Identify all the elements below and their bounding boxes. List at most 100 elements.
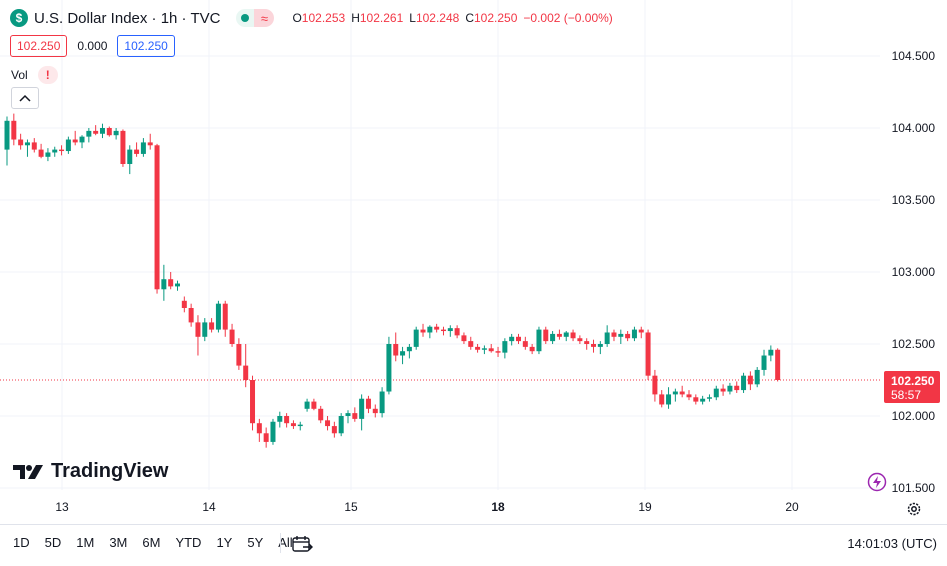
utc-clock[interactable]: 14:01:03 (UTC) bbox=[847, 536, 937, 551]
collapse-legend-button[interactable] bbox=[11, 87, 39, 109]
price-axis-label: 102.500 bbox=[891, 337, 935, 351]
candle bbox=[386, 336, 392, 395]
candle bbox=[638, 326, 644, 339]
candle bbox=[611, 329, 617, 342]
warning-icon[interactable]: ! bbox=[37, 66, 58, 84]
candle bbox=[147, 133, 153, 150]
candle-body bbox=[611, 332, 617, 337]
ohlc-close-label: C bbox=[465, 11, 474, 25]
candle bbox=[556, 329, 562, 340]
candle bbox=[236, 338, 242, 370]
time-axis-label: 19 bbox=[638, 500, 652, 514]
ohlc-change: −0.002 (−0.00%) bbox=[523, 11, 613, 25]
candle bbox=[79, 135, 85, 149]
range-1y-button[interactable]: 1Y bbox=[216, 535, 233, 550]
candle-body bbox=[4, 120, 10, 150]
candle-body bbox=[706, 397, 712, 399]
gear-icon[interactable] bbox=[906, 501, 922, 517]
candle-body bbox=[761, 355, 767, 370]
candle bbox=[86, 128, 92, 143]
candle bbox=[454, 325, 460, 339]
candle bbox=[168, 272, 174, 290]
candle-body bbox=[502, 341, 508, 353]
candle-body bbox=[120, 130, 126, 164]
candle-body bbox=[113, 130, 119, 136]
candle-body bbox=[522, 341, 528, 347]
candle-body bbox=[666, 394, 672, 405]
candle-body bbox=[263, 433, 269, 442]
range-6m-button[interactable]: 6M bbox=[142, 535, 161, 550]
delayed-data-icon: ≈ bbox=[254, 9, 275, 27]
candle bbox=[597, 341, 603, 355]
market-open-icon bbox=[236, 9, 255, 27]
candle bbox=[311, 398, 317, 411]
candle-body bbox=[631, 329, 637, 339]
candle-body bbox=[359, 398, 365, 419]
lightning-bolt-icon[interactable] bbox=[867, 472, 887, 492]
range-1d-button[interactable]: 1D bbox=[13, 535, 30, 550]
candle bbox=[400, 346, 406, 365]
symbol-title[interactable]: U.S. Dollar Index · 1h · TVC bbox=[34, 9, 221, 27]
candle bbox=[447, 325, 453, 337]
range-1m-button[interactable]: 1M bbox=[76, 535, 95, 550]
candle-body bbox=[209, 322, 215, 330]
candle bbox=[427, 325, 433, 339]
candle-body bbox=[536, 329, 542, 352]
candle bbox=[31, 138, 37, 153]
candle bbox=[325, 416, 331, 431]
candle-body bbox=[754, 369, 760, 385]
tradingview-logo[interactable]: TradingView bbox=[13, 460, 168, 483]
market-status[interactable]: ≈ bbox=[236, 9, 275, 27]
volume-label[interactable]: Vol bbox=[11, 68, 28, 82]
candle-body bbox=[741, 375, 747, 391]
candle bbox=[747, 371, 753, 391]
candle bbox=[195, 315, 201, 356]
candlestick-chart[interactable] bbox=[0, 0, 947, 524]
candle-body bbox=[679, 391, 685, 395]
candle-body bbox=[713, 388, 719, 398]
candle bbox=[154, 143, 160, 294]
candle bbox=[475, 344, 481, 353]
range-5y-button[interactable]: 5Y bbox=[247, 535, 264, 550]
dollar-sign-icon[interactable]: $ bbox=[10, 9, 28, 27]
time-axis-label: 14 bbox=[202, 500, 216, 514]
candle bbox=[495, 346, 501, 357]
candle bbox=[318, 405, 324, 424]
candle-body bbox=[168, 279, 174, 287]
chart-header: $ U.S. Dollar Index · 1h · TVC ≈ O102.25… bbox=[10, 8, 613, 28]
last-price-tag: 102.250 58:57 bbox=[884, 371, 940, 403]
candle-body bbox=[488, 348, 494, 352]
candle bbox=[509, 333, 515, 346]
candle-body bbox=[24, 142, 30, 146]
candle-body bbox=[638, 329, 644, 333]
range-ytd-button[interactable]: YTD bbox=[175, 535, 202, 550]
candle-body bbox=[516, 336, 521, 342]
candle bbox=[250, 375, 256, 431]
candle bbox=[700, 395, 706, 405]
candle-body bbox=[700, 398, 706, 402]
candle-body bbox=[509, 336, 515, 342]
candle bbox=[52, 146, 58, 157]
candle-body bbox=[747, 375, 753, 385]
candle-body bbox=[481, 348, 487, 350]
candle bbox=[175, 280, 180, 291]
candle-body bbox=[65, 139, 71, 152]
sell-price-button[interactable]: 102.250 bbox=[10, 35, 68, 57]
candle bbox=[584, 338, 590, 350]
candle bbox=[106, 126, 112, 137]
candle bbox=[563, 331, 569, 342]
candle bbox=[413, 326, 419, 350]
range-5d-button[interactable]: 5D bbox=[44, 535, 62, 550]
candle bbox=[754, 367, 760, 388]
goto-date-calendar-icon[interactable] bbox=[291, 534, 313, 554]
buy-price-button[interactable]: 102.250 bbox=[117, 35, 175, 57]
range-3m-button[interactable]: 3M bbox=[109, 535, 128, 550]
candle bbox=[693, 394, 699, 405]
range-all-button[interactable]: All bbox=[278, 535, 293, 550]
candle-body bbox=[154, 145, 160, 290]
candle bbox=[604, 325, 610, 347]
candle bbox=[365, 395, 371, 414]
candle-body bbox=[352, 413, 358, 419]
price-axis-label: 101.500 bbox=[891, 481, 935, 495]
candle bbox=[502, 338, 508, 359]
